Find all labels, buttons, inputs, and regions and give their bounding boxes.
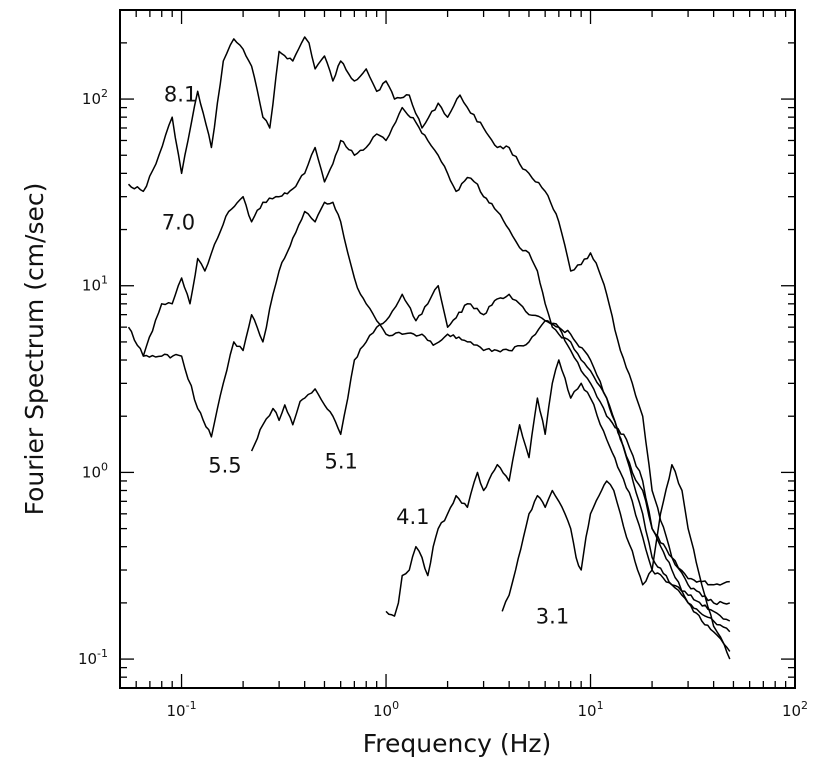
series-line-3-1 — [501, 463, 731, 660]
curve-label-7-0: 7.0 — [162, 211, 195, 235]
series-line-8-1 — [127, 36, 730, 586]
x-tick-label: 101 — [577, 699, 603, 720]
y-tick-label: 10-1 — [78, 647, 108, 668]
series-line-5-1 — [250, 284, 731, 622]
x-tick-label: 100 — [373, 699, 399, 720]
x-tick-label: 102 — [782, 699, 808, 720]
series-line-4-1 — [385, 359, 731, 652]
series-line-5-5 — [143, 201, 731, 606]
curve-label-8-1: 8.1 — [164, 83, 197, 107]
y-tick-label: 101 — [82, 274, 108, 295]
plot-frame — [119, 9, 796, 689]
y-axis-title: Fourier Spectrum (cm/sec) — [20, 183, 49, 516]
x-axis-ticks: 10-1 100 101 102 — [119, 10, 808, 720]
x-tick-label: 10-1 — [167, 699, 197, 720]
y-tick-label: 102 — [82, 87, 108, 108]
series-lines — [127, 36, 731, 660]
curve-label-5-1: 5.1 — [324, 449, 357, 473]
curve-label-3-1: 3.1 — [536, 605, 569, 629]
curve-labels: 8.1 7.0 5.5 5.1 4.1 3.1 — [162, 83, 569, 629]
x-axis-title: Frequency (Hz) — [363, 729, 552, 758]
curve-label-4-1: 4.1 — [396, 505, 429, 529]
y-axis-ticks: 10-1 100 101 102 — [78, 9, 795, 689]
series-line-7-0 — [127, 106, 731, 633]
curve-label-5-5: 5.5 — [208, 453, 241, 477]
y-tick-label: 100 — [82, 460, 108, 481]
